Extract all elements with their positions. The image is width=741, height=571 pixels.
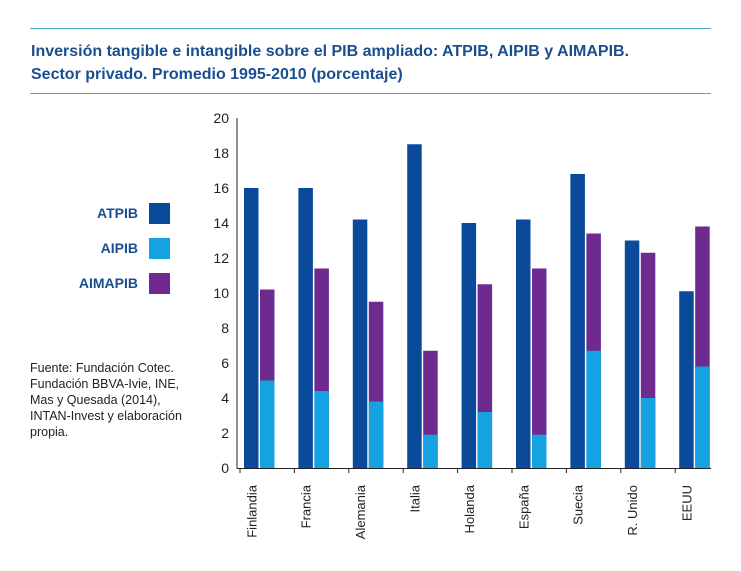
bar-aipib (423, 434, 438, 468)
bar-aipib (695, 366, 710, 468)
source-note: Fuente: Fundación Cotec. Fundación BBVA-… (30, 360, 210, 440)
y-tick-label: 6 (221, 355, 229, 371)
y-tick-label: 14 (213, 215, 229, 231)
bar-aipib (586, 350, 601, 468)
x-tick-label: EEUU (679, 485, 694, 521)
bar-atpib (570, 174, 585, 468)
bar-atpib (679, 291, 694, 468)
x-tick-label: Finlandia (244, 484, 259, 538)
bar-atpib (298, 188, 313, 468)
x-tick-label: España (516, 484, 531, 529)
x-tick-label: Italia (407, 484, 422, 512)
x-tick-label: Francia (299, 484, 314, 528)
y-tick-label: 12 (213, 250, 229, 266)
source-line: Fuente: Fundación Cotec. (30, 361, 174, 375)
y-tick-label: 2 (221, 425, 229, 441)
x-tick-label: R. Unido (625, 485, 640, 536)
x-tick-label: Holanda (462, 484, 477, 533)
bar-aipib (477, 412, 493, 468)
chart-title-line-1: Inversión tangible e intangible sobre el… (31, 43, 630, 60)
y-tick-label: 10 (213, 285, 229, 301)
bar-atpib (516, 219, 531, 468)
y-tick-label: 16 (213, 180, 229, 196)
title-rule (30, 93, 711, 94)
bar-aipib (532, 434, 547, 468)
source-line: propia. (30, 425, 69, 439)
bar-atpib (461, 223, 477, 468)
bar-atpib (407, 144, 422, 468)
source-line: INTAN-Invest y elaboración (30, 409, 182, 423)
legend-label-aipib: AIPIB (100, 240, 138, 256)
bar-atpib (352, 219, 368, 468)
legend-label-atpib: ATPIB (97, 205, 138, 221)
chart-title: Inversión tangible e intangible sobre el… (31, 40, 711, 86)
bar-aimapib (532, 268, 547, 468)
bar-aipib (314, 391, 329, 468)
source-line: Mas y Quesada (2014), (30, 393, 161, 407)
legend-label-aimapib: AIMAPIB (78, 275, 138, 291)
legend-swatch-aimapib (149, 273, 170, 294)
y-tick-label: 20 (213, 110, 229, 126)
bar-aipib (368, 401, 384, 468)
y-tick-label: 8 (221, 320, 229, 336)
bar-aipib (640, 398, 656, 468)
legend-swatch-aipib (149, 238, 170, 259)
source-line: Fundación BBVA-Ivie, INE, (30, 377, 180, 391)
x-tick-label: Suecia (571, 484, 586, 525)
top-rule (30, 28, 711, 29)
bar-aipib (260, 380, 275, 468)
y-tick-label: 0 (221, 460, 229, 476)
x-tick-label: Alemania (353, 484, 368, 539)
bar-atpib (624, 240, 640, 468)
chart-title-line-2: Sector privado. Promedio 1995-2010 (porc… (31, 66, 403, 83)
legend-swatch-atpib (149, 203, 170, 224)
bar-atpib (244, 188, 259, 468)
y-tick-label: 4 (221, 390, 229, 406)
y-tick-label: 18 (213, 145, 229, 161)
